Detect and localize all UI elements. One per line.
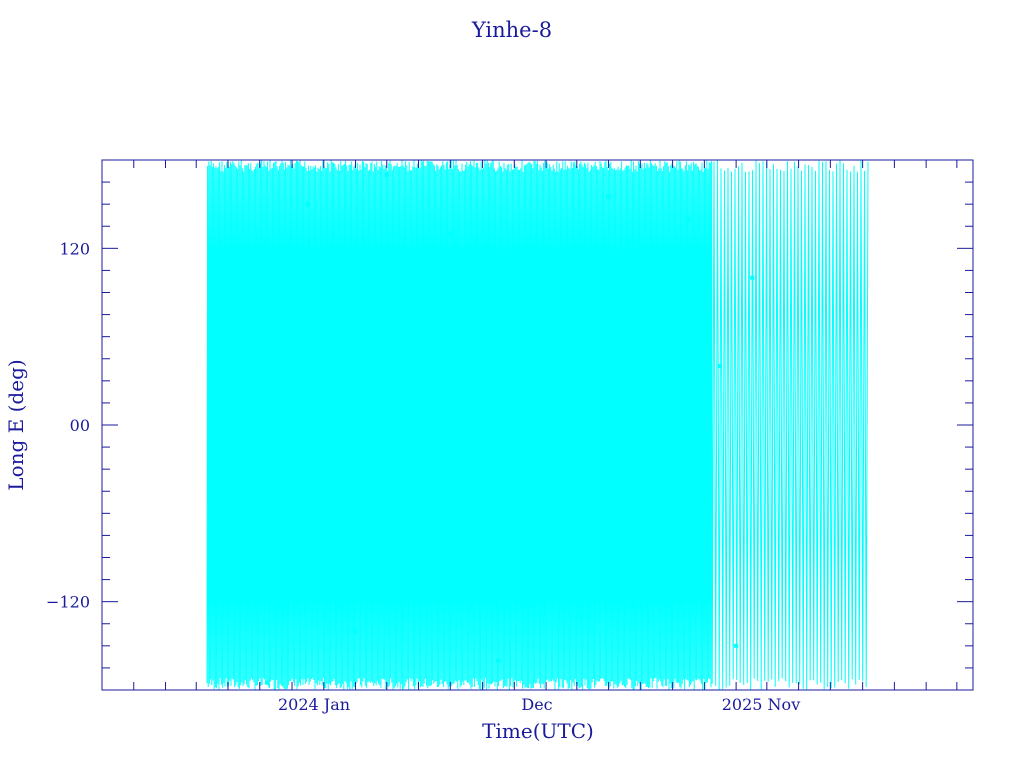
- plot-marks: [206, 159, 869, 691]
- data-point: [416, 356, 421, 361]
- data-point: [574, 614, 579, 619]
- data-point: [717, 364, 722, 369]
- data-point: [290, 540, 295, 545]
- data-point: [527, 253, 532, 258]
- data-point: [560, 327, 565, 332]
- data-point: [432, 511, 437, 516]
- axis-tick-labels: 120 00 −120 2024 Jan Dec 2025 Nov: [46, 239, 800, 714]
- data-point: [321, 467, 326, 472]
- y-tick-label: 120: [59, 239, 90, 258]
- data-point: [369, 393, 374, 398]
- data-point: [512, 408, 517, 413]
- y-tick-label: −120: [46, 593, 90, 612]
- y-tick-label: 00: [70, 416, 90, 435]
- data-point: [686, 216, 691, 221]
- data-point: [448, 231, 453, 236]
- x-axis-label: Time(UTC): [482, 719, 594, 743]
- data-point: [638, 297, 643, 302]
- data-point: [305, 202, 310, 207]
- data-point: [337, 283, 342, 288]
- data-point: [622, 489, 627, 494]
- data-point: [606, 194, 611, 199]
- data-point: [670, 415, 675, 420]
- series-line: [206, 159, 869, 691]
- data-point: [496, 658, 501, 663]
- data-point: [654, 599, 659, 604]
- data-point: [590, 378, 595, 383]
- data-point: [544, 555, 549, 560]
- data-point: [384, 172, 389, 177]
- axis-ticks: [102, 160, 973, 690]
- x-tick-label: 2025 Nov: [722, 695, 800, 714]
- chart-title: Yinhe-8: [471, 18, 552, 42]
- x-tick-label: 2024 Jan: [278, 695, 350, 714]
- data-point: [464, 452, 469, 457]
- data-point: [734, 643, 739, 648]
- data-point: [273, 334, 278, 339]
- data-point: [750, 275, 755, 280]
- data-point: [702, 526, 707, 531]
- data-point: [353, 629, 358, 634]
- y-axis-label: Long E (deg): [4, 359, 28, 490]
- data-point: [265, 680, 270, 685]
- x-tick-label: Dec: [521, 695, 552, 714]
- data-point: [400, 584, 405, 589]
- data-point: [480, 305, 485, 310]
